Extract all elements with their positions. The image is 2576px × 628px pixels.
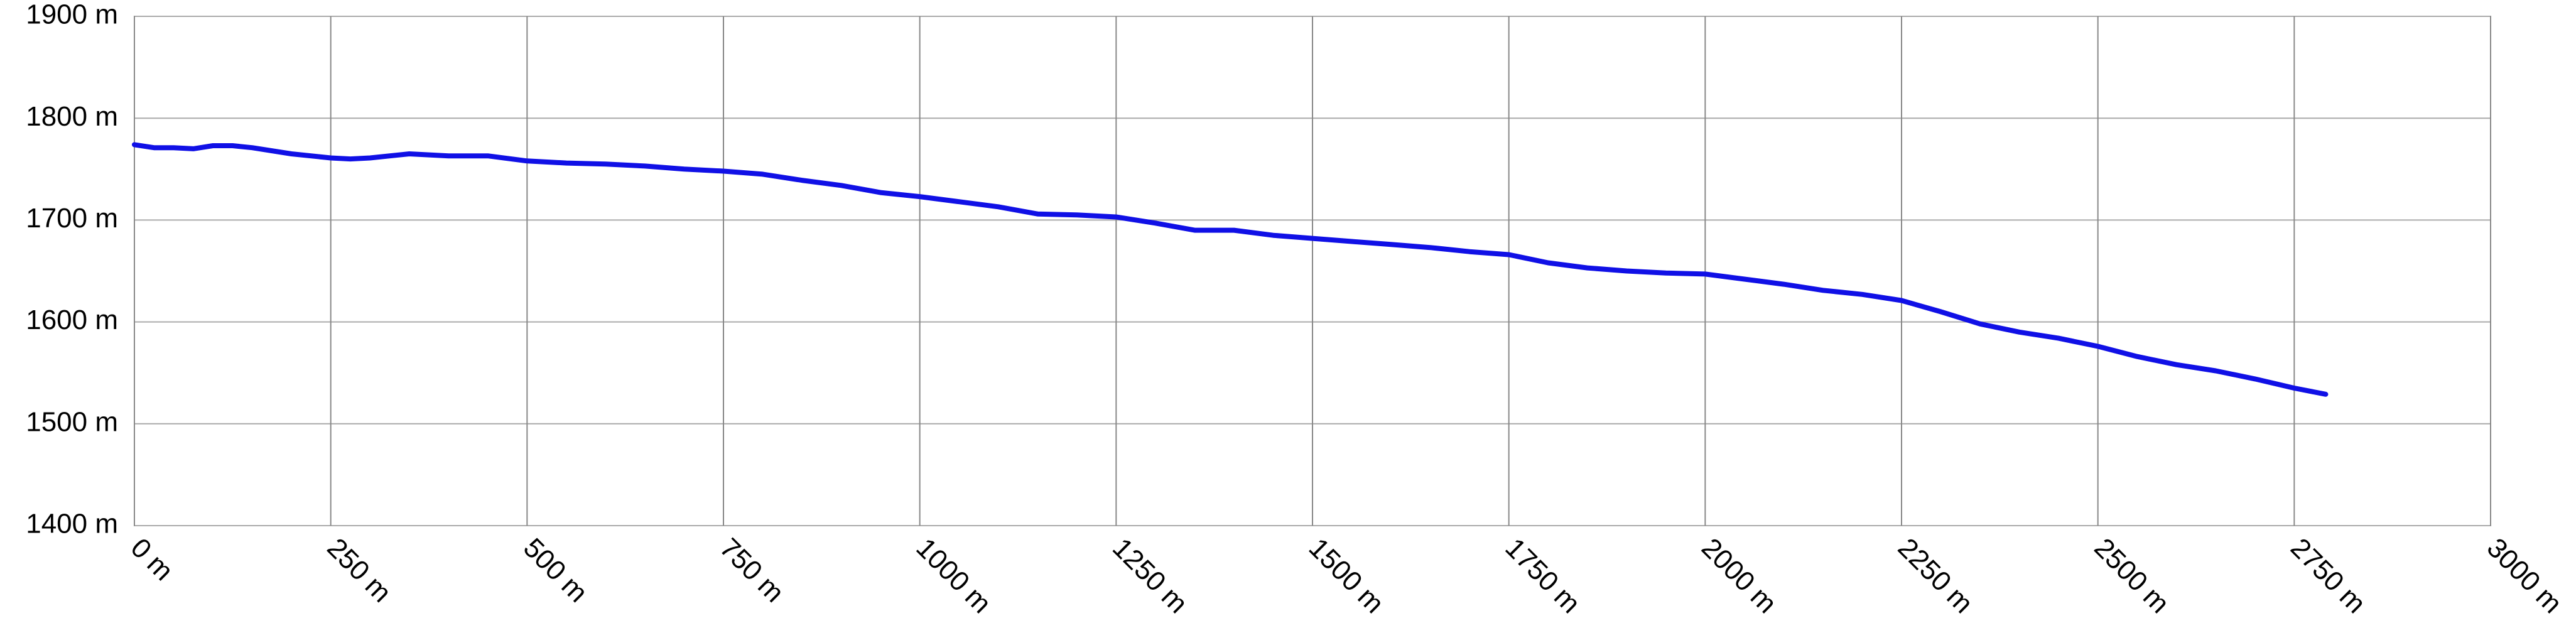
x-tick-label: 250 m bbox=[321, 533, 397, 609]
x-tick-label: 2000 m bbox=[1696, 533, 1782, 619]
x-tick-label: 500 m bbox=[517, 533, 593, 609]
y-tick-label: 1500 m bbox=[26, 406, 118, 437]
y-tick-label: 1900 m bbox=[26, 0, 118, 30]
x-tick-label: 1500 m bbox=[1303, 533, 1390, 619]
elevation-line bbox=[132, 142, 2329, 397]
x-tick-label: 0 m bbox=[125, 533, 180, 587]
x-tick-label: 1000 m bbox=[910, 533, 997, 619]
y-tick-label: 1400 m bbox=[26, 509, 118, 539]
y-tick-label: 1800 m bbox=[26, 101, 118, 132]
x-tick-label: 750 m bbox=[714, 533, 790, 609]
x-tick-label: 2500 m bbox=[2088, 533, 2175, 619]
x-tick-label: 1250 m bbox=[1107, 533, 1193, 619]
x-tick-label: 1750 m bbox=[1499, 533, 1586, 619]
x-tick-label: 2750 m bbox=[2285, 533, 2371, 619]
x-tick-label: 3000 m bbox=[2481, 533, 2568, 619]
x-tick-label: 2250 m bbox=[1892, 533, 1979, 619]
y-tick-label: 1600 m bbox=[26, 305, 118, 335]
y-tick-label: 1700 m bbox=[26, 203, 118, 234]
